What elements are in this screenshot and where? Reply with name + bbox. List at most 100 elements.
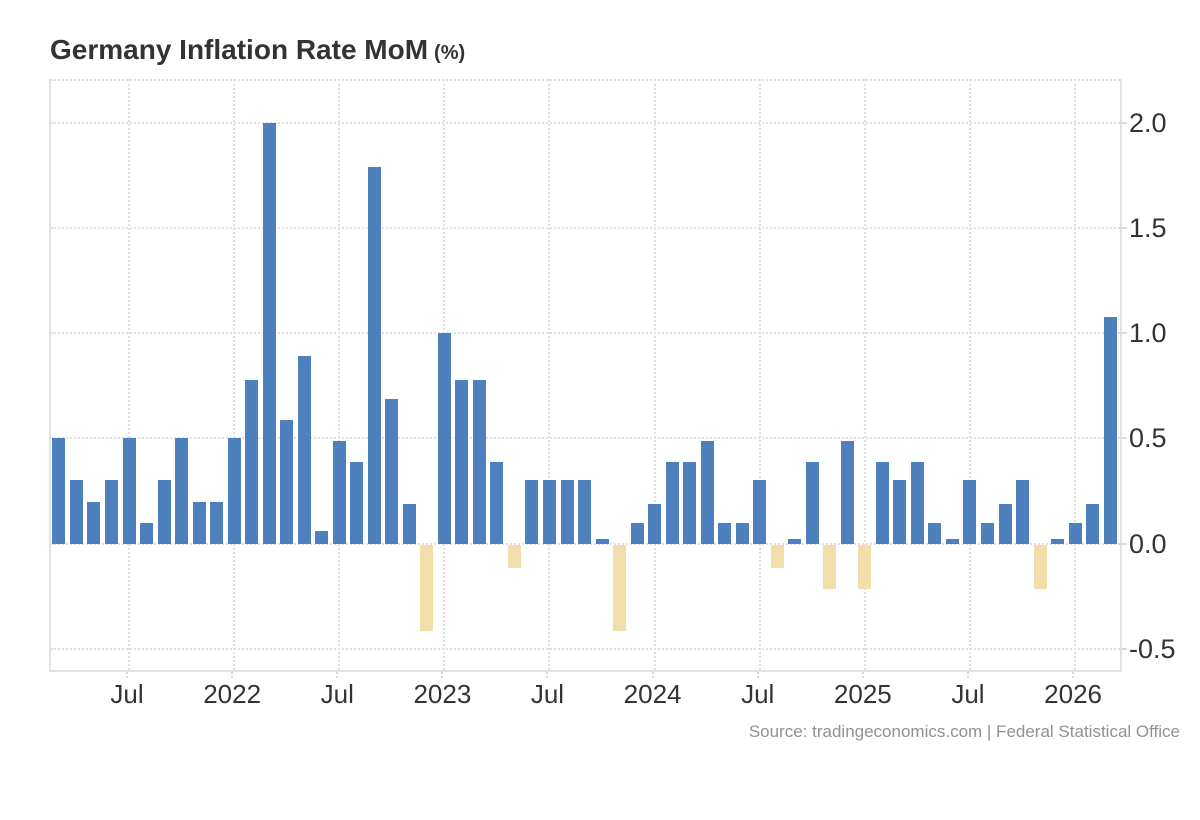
bar-Sep-2022[interactable] — [367, 167, 381, 544]
bar-Nov-2023[interactable] — [613, 544, 627, 631]
bar-Jul-2022[interactable] — [332, 440, 346, 544]
x-axis-label-2023: 2023 — [413, 679, 472, 709]
bar-Jun-2023[interactable] — [525, 480, 539, 544]
bar-Feb-2025[interactable] — [875, 461, 889, 544]
x-axis-label-Jul: Jul — [110, 679, 144, 709]
plot-area — [49, 79, 1122, 672]
bar-Jan-2026[interactable] — [1068, 522, 1082, 544]
bar-Feb-2024[interactable] — [665, 461, 679, 544]
x-gridline-Jul — [128, 79, 130, 670]
x-gridline-2022 — [233, 79, 236, 670]
y-gridline-1.5 — [51, 227, 1120, 230]
y-gridline-0.0 — [51, 542, 1120, 545]
y-axis-label--0.5: -0.5 — [1129, 633, 1176, 664]
bar-May-2022[interactable] — [297, 356, 311, 544]
x-axis-tick — [336, 672, 339, 678]
bar-Mar-2022[interactable] — [262, 123, 276, 544]
bar-Sep-2025[interactable] — [998, 503, 1012, 544]
bar-Jan-2022[interactable] — [227, 438, 241, 544]
y-axis-label-0.0: 0.0 — [1129, 528, 1167, 559]
x-gridline-Jul — [338, 79, 341, 670]
bar-Aug-2022[interactable] — [350, 461, 364, 544]
x-axis-tick — [126, 672, 128, 678]
x-axis-label-2025: 2025 — [833, 679, 892, 709]
bar-Jun-2022[interactable] — [315, 530, 329, 544]
bar-Jul-2021[interactable] — [122, 438, 136, 544]
bar-Jul-2025[interactable] — [963, 480, 977, 544]
bar-Mar-2023[interactable] — [472, 379, 486, 544]
bar-Aug-2025[interactable] — [980, 522, 994, 544]
y-axis-label-1.0: 1.0 — [1129, 318, 1167, 349]
x-axis-tick — [231, 672, 234, 678]
bar-Jun-2021[interactable] — [104, 480, 118, 544]
chart-title: Germany Inflation Rate MoM (%) — [50, 34, 465, 66]
bar-Jun-2025[interactable] — [945, 539, 959, 544]
x-axis-tick — [1072, 672, 1075, 678]
bar-Oct-2021[interactable] — [175, 438, 189, 544]
bar-Mar-2021[interactable] — [52, 438, 66, 544]
chart-title-text: Germany Inflation Rate MoM — [50, 34, 429, 65]
x-axis-tick — [966, 672, 969, 678]
y-axis-label-1.5: 1.5 — [1129, 213, 1167, 244]
y-axis-tick — [1118, 332, 1127, 335]
bar-Jan-2023[interactable] — [437, 333, 451, 544]
bar-Apr-2024[interactable] — [700, 440, 714, 544]
bar-Feb-2023[interactable] — [455, 379, 469, 544]
bar-Mar-2026[interactable] — [1103, 316, 1117, 544]
bar-Mar-2024[interactable] — [683, 461, 697, 544]
y-axis-tick — [1118, 542, 1127, 545]
bar-Oct-2025[interactable] — [1016, 480, 1030, 544]
bar-Mar-2025[interactable] — [893, 480, 907, 544]
bar-May-2021[interactable] — [87, 501, 101, 544]
bar-Nov-2021[interactable] — [192, 501, 206, 544]
bar-Feb-2022[interactable] — [245, 379, 259, 544]
x-axis-label-2024: 2024 — [623, 679, 682, 709]
bar-Feb-2026[interactable] — [1086, 503, 1100, 544]
bar-Sep-2024[interactable] — [788, 539, 802, 544]
x-axis-label-2026: 2026 — [1044, 679, 1102, 709]
source-attribution: Source: tradingeconomics.com | Federal S… — [748, 722, 1180, 741]
chart-title-unit: (%) — [434, 42, 466, 64]
x-axis-tick — [861, 672, 864, 678]
bar-May-2025[interactable] — [928, 522, 942, 544]
y-gridline-0.5 — [51, 437, 1120, 440]
bar-Nov-2025[interactable] — [1033, 544, 1047, 589]
bar-Jul-2023[interactable] — [542, 480, 556, 544]
bar-Apr-2025[interactable] — [910, 461, 924, 544]
y-axis-tick — [1118, 122, 1127, 125]
bar-Oct-2022[interactable] — [385, 398, 399, 544]
bar-Jan-2024[interactable] — [648, 503, 662, 544]
bar-Dec-2023[interactable] — [630, 522, 644, 544]
x-axis-label-Jul: Jul — [320, 679, 354, 709]
x-axis-label-Jul: Jul — [530, 679, 565, 709]
bar-Dec-2022[interactable] — [420, 544, 434, 631]
bar-Apr-2022[interactable] — [280, 419, 294, 544]
bar-May-2024[interactable] — [718, 522, 732, 544]
bar-Sep-2021[interactable] — [157, 480, 171, 544]
bar-May-2023[interactable] — [507, 544, 521, 568]
bar-Jul-2024[interactable] — [753, 480, 767, 544]
bar-Apr-2021[interactable] — [69, 480, 83, 544]
y-axis-tick — [1118, 437, 1127, 440]
bar-Apr-2023[interactable] — [490, 461, 504, 544]
y-gridline--0.5 — [51, 647, 1120, 650]
bar-Aug-2021[interactable] — [140, 522, 154, 544]
bar-Dec-2025[interactable] — [1051, 539, 1065, 544]
bar-Nov-2022[interactable] — [402, 503, 416, 544]
bar-Oct-2024[interactable] — [805, 461, 819, 544]
x-axis-tick — [546, 672, 549, 678]
plot-top-gridline — [51, 79, 1120, 81]
x-gridline-2024 — [653, 79, 656, 670]
bar-Jan-2025[interactable] — [858, 544, 872, 589]
bar-Sep-2023[interactable] — [578, 480, 592, 544]
x-gridline-Jul — [968, 79, 971, 670]
bar-Nov-2024[interactable] — [823, 544, 837, 589]
bar-Oct-2023[interactable] — [595, 539, 609, 544]
bar-Dec-2021[interactable] — [210, 501, 224, 544]
bar-Aug-2024[interactable] — [770, 544, 784, 568]
y-gridline-2.0 — [51, 122, 1120, 125]
bar-Jun-2024[interactable] — [735, 522, 749, 544]
bar-Aug-2023[interactable] — [560, 480, 574, 544]
bar-Dec-2024[interactable] — [840, 440, 854, 544]
x-axis-label-2022: 2022 — [203, 679, 262, 709]
